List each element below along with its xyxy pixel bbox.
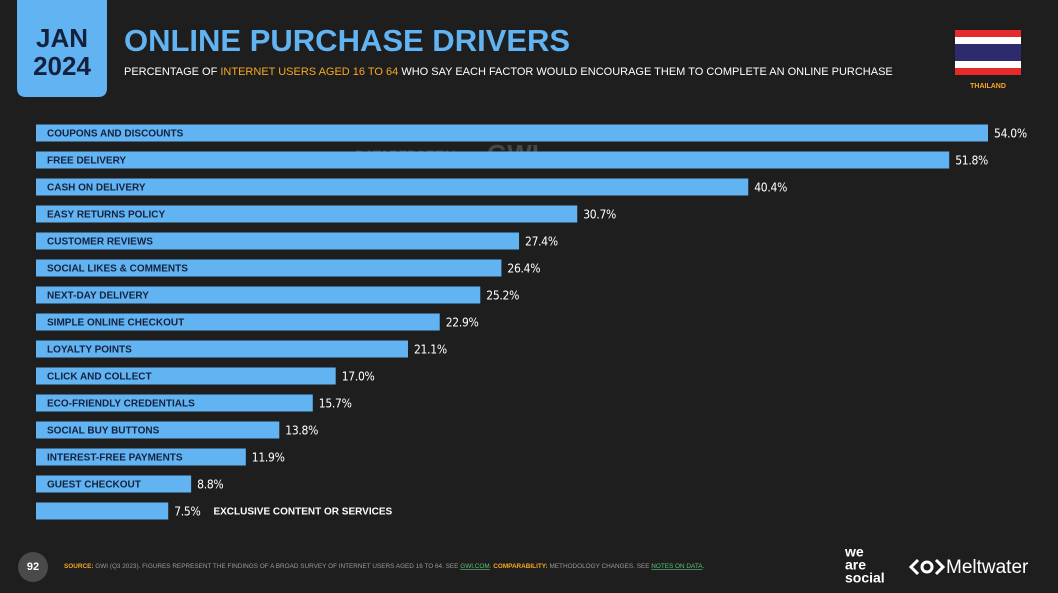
bar [36, 313, 440, 331]
page-number: 92 [27, 561, 39, 573]
date-month: JAN [36, 23, 88, 53]
icon-chevron [934, 558, 946, 576]
value-label: 17.0% [342, 370, 375, 384]
category-label: GUEST CHECKOUT [47, 480, 141, 491]
value-label: 7.5% [174, 505, 200, 519]
category-label: CLICK AND COLLECT [47, 372, 152, 383]
category-label: EXCLUSIVE CONTENT OR SERVICES [213, 507, 392, 518]
source-note: SOURCE: GWI (Q3 2023). FIGURES REPRESENT… [64, 563, 705, 570]
subtitle-part: PERCENTAGE OF [124, 66, 220, 78]
source-text: METHODOLOGY CHANGES. SEE [548, 563, 652, 570]
bar [36, 421, 280, 439]
flag-stripe [955, 44, 1021, 61]
icon-ring [920, 560, 934, 574]
bar [36, 124, 988, 142]
bar [36, 367, 336, 385]
icon-chevron [908, 558, 920, 576]
bar [36, 394, 313, 412]
source-link[interactable]: GWI.COM [460, 563, 489, 570]
category-label: SOCIAL LIKES & COMMENTS [47, 264, 188, 275]
category-label: CASH ON DELIVERY [47, 183, 146, 194]
category-label: SIMPLE ONLINE CHECKOUT [47, 318, 184, 329]
flag [955, 30, 1021, 75]
value-label: 8.8% [197, 478, 223, 492]
bar [36, 151, 950, 169]
subtitle: PERCENTAGE OF INTERNET USERS AGED 16 TO … [124, 66, 893, 78]
flag-stripe [955, 30, 1021, 37]
category-label: LOYALTY POINTS [47, 345, 132, 356]
title: ONLINE PURCHASE DRIVERS [124, 23, 570, 58]
bar-chart: 54.0% COUPONS AND DISCOUNTS 51.8% FREE DELI… [36, 124, 1027, 520]
bar [36, 259, 502, 277]
category-label: NEXT-DAY DELIVERY [47, 291, 149, 302]
value-label: 13.8% [285, 424, 318, 438]
category-label: INTEREST-FREE PAYMENTS [47, 453, 183, 464]
value-label: 21.1% [414, 343, 447, 357]
category-label: COUPONS AND DISCOUNTS [47, 129, 184, 140]
logo-text: we [844, 544, 864, 560]
source-text: GWI (Q3 2023). FIGURES REPRESENT THE FIN… [93, 563, 460, 570]
logo-text: Meltwater [946, 557, 1029, 578]
value-label: 30.7% [583, 208, 616, 222]
logo-text: are [845, 557, 866, 573]
source-label: SOURCE: [64, 563, 93, 570]
value-label: 27.4% [525, 235, 558, 249]
bar [36, 340, 408, 358]
category-label: ECO-FRIENDLY CREDENTIALS [47, 399, 195, 410]
subtitle-highlight: INTERNET USERS AGED 16 TO 64 [220, 66, 398, 78]
source-text: . [703, 563, 705, 570]
value-label: 15.7% [319, 397, 352, 411]
logo-text: social [845, 570, 885, 586]
value-label: 40.4% [754, 181, 787, 195]
value-label: 26.4% [507, 262, 540, 276]
value-label: 25.2% [486, 289, 519, 303]
value-label: 22.9% [446, 316, 479, 330]
category-label: CUSTOMER REVIEWS [47, 237, 153, 248]
bar [36, 448, 246, 466]
comparability-label: COMPARABILITY: [493, 563, 547, 570]
value-label: 51.8% [955, 154, 988, 168]
bar [36, 205, 578, 223]
bar [36, 286, 481, 304]
value-label: 11.9% [252, 451, 285, 465]
bar [36, 475, 192, 493]
value-label: 54.0% [994, 127, 1027, 141]
category-label: SOCIAL BUY BUTTONS [47, 426, 160, 437]
source-text: . [490, 563, 494, 570]
subtitle-part: WHO SAY EACH FACTOR WOULD ENCOURAGE THEM… [398, 66, 892, 78]
bar [36, 178, 749, 196]
bar [36, 232, 520, 250]
meltwater-icon [908, 558, 946, 576]
category-label: EASY RETURNS POLICY [47, 210, 165, 221]
bar [36, 502, 169, 520]
notes-link[interactable]: NOTES ON DATA [651, 563, 703, 570]
country-label: THAILAND [970, 83, 1006, 90]
category-label: FREE DELIVERY [47, 156, 126, 167]
date-badge [17, 0, 107, 97]
flag-stripe [955, 68, 1021, 75]
date-year: 2024 [33, 51, 91, 81]
page-badge [18, 552, 48, 582]
